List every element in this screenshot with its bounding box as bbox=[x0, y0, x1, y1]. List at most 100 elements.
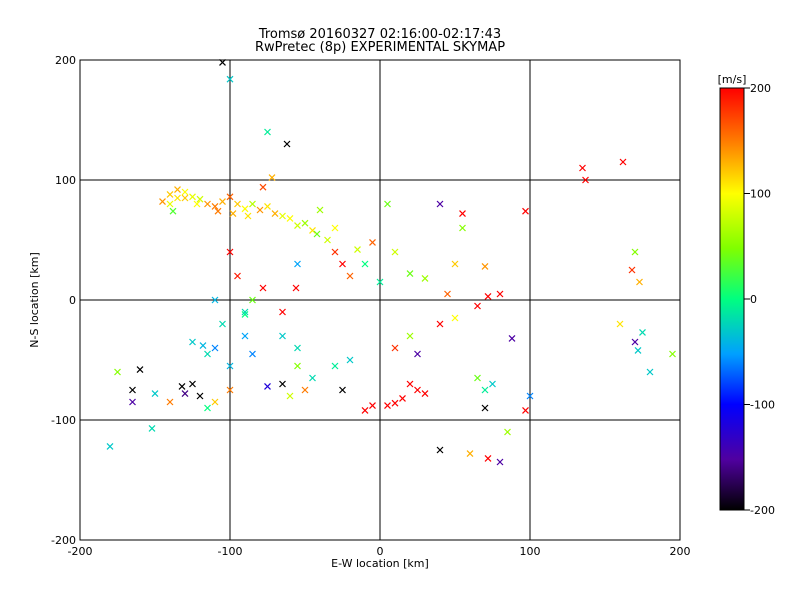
data-point bbox=[391, 248, 399, 256]
data-point bbox=[259, 284, 267, 292]
data-point bbox=[481, 262, 489, 270]
data-point bbox=[279, 380, 286, 388]
data-point bbox=[256, 206, 264, 214]
data-point bbox=[286, 214, 294, 222]
data-point bbox=[114, 368, 121, 376]
data-point bbox=[481, 404, 489, 412]
data-point bbox=[226, 362, 234, 370]
data-point bbox=[249, 200, 256, 208]
data-point bbox=[436, 200, 444, 208]
data-point bbox=[406, 332, 414, 340]
data-point bbox=[241, 310, 249, 318]
data-point bbox=[294, 344, 301, 352]
x-axis-ticks: -200 -100 0 100 200 bbox=[68, 60, 691, 558]
data-point bbox=[129, 398, 136, 406]
data-point bbox=[436, 320, 444, 328]
data-point bbox=[226, 75, 234, 83]
data-point bbox=[354, 246, 361, 254]
x-axis-label: E-W location [km] bbox=[331, 557, 429, 570]
data-point bbox=[279, 332, 286, 340]
data-point bbox=[339, 260, 346, 268]
data-point bbox=[219, 198, 226, 206]
data-point bbox=[619, 158, 627, 166]
data-point bbox=[196, 195, 204, 203]
y-tick-label: -200 bbox=[51, 534, 76, 547]
data-point bbox=[271, 210, 279, 218]
data-point bbox=[199, 342, 207, 350]
colorbar-tick-label: 200 bbox=[750, 82, 771, 95]
data-point bbox=[361, 260, 369, 268]
colorbar-tick-label: -200 bbox=[750, 504, 775, 517]
data-point bbox=[436, 446, 444, 454]
data-point bbox=[526, 392, 534, 400]
data-point bbox=[376, 278, 384, 286]
data-point bbox=[474, 374, 481, 382]
data-point bbox=[331, 248, 339, 256]
data-point bbox=[181, 194, 189, 202]
data-point bbox=[361, 406, 369, 414]
data-point bbox=[136, 366, 144, 374]
data-point bbox=[466, 450, 474, 458]
colorbar-tick-label: -100 bbox=[750, 399, 775, 412]
chart-subtitle: RwPretec (8p) EXPERIMENTAL SKYMAP bbox=[255, 40, 505, 55]
data-point bbox=[286, 392, 294, 400]
data-point bbox=[151, 390, 159, 398]
data-point bbox=[316, 206, 324, 214]
data-point bbox=[211, 296, 219, 304]
data-point bbox=[508, 334, 516, 342]
data-point bbox=[226, 193, 234, 201]
data-point bbox=[294, 362, 301, 370]
data-point bbox=[234, 272, 241, 280]
data-point bbox=[226, 386, 234, 394]
data-point bbox=[193, 200, 201, 208]
data-point bbox=[309, 226, 316, 234]
data-point bbox=[504, 428, 511, 436]
data-point bbox=[391, 399, 399, 407]
data-point bbox=[522, 406, 529, 414]
colorbar-tick-label: 0 bbox=[750, 293, 757, 306]
data-point bbox=[294, 222, 301, 230]
data-point bbox=[234, 200, 241, 208]
data-point bbox=[474, 302, 481, 310]
data-point bbox=[292, 284, 300, 292]
data-point bbox=[634, 346, 642, 354]
data-point bbox=[384, 402, 391, 410]
data-point bbox=[159, 198, 166, 206]
data-point bbox=[249, 296, 256, 304]
y-axis-label: N-S location [km] bbox=[28, 252, 41, 348]
data-point bbox=[414, 350, 421, 358]
data-point bbox=[459, 210, 466, 218]
data-point bbox=[444, 290, 451, 298]
data-point bbox=[249, 350, 256, 358]
data-point bbox=[451, 260, 459, 268]
data-point bbox=[259, 183, 267, 191]
data-point bbox=[241, 308, 249, 316]
data-point bbox=[268, 174, 276, 182]
data-point bbox=[214, 207, 222, 215]
data-point bbox=[211, 344, 219, 352]
data-point bbox=[169, 207, 177, 215]
y-tick-label: -100 bbox=[51, 414, 76, 427]
colorbar-label: [m/s] bbox=[718, 73, 747, 86]
data-point bbox=[189, 193, 196, 201]
colorbar-ticks: 200 100 0 -100 -200 bbox=[744, 82, 775, 517]
data-point bbox=[628, 266, 636, 274]
data-point bbox=[496, 290, 504, 298]
data-point bbox=[496, 458, 504, 466]
y-tick-label: 200 bbox=[55, 54, 76, 67]
data-point bbox=[264, 202, 271, 210]
data-point bbox=[226, 248, 234, 256]
data-point bbox=[204, 404, 211, 412]
data-point bbox=[636, 278, 643, 286]
data-point bbox=[406, 270, 414, 278]
x-tick-label: -200 bbox=[68, 545, 93, 558]
data-point bbox=[229, 210, 237, 218]
data-point bbox=[148, 424, 156, 432]
data-point bbox=[406, 380, 414, 388]
grid-lines bbox=[80, 60, 680, 540]
data-point bbox=[106, 442, 114, 450]
data-point bbox=[244, 212, 252, 220]
data-point bbox=[283, 140, 291, 148]
data-point bbox=[196, 392, 204, 400]
data-point bbox=[189, 380, 196, 388]
